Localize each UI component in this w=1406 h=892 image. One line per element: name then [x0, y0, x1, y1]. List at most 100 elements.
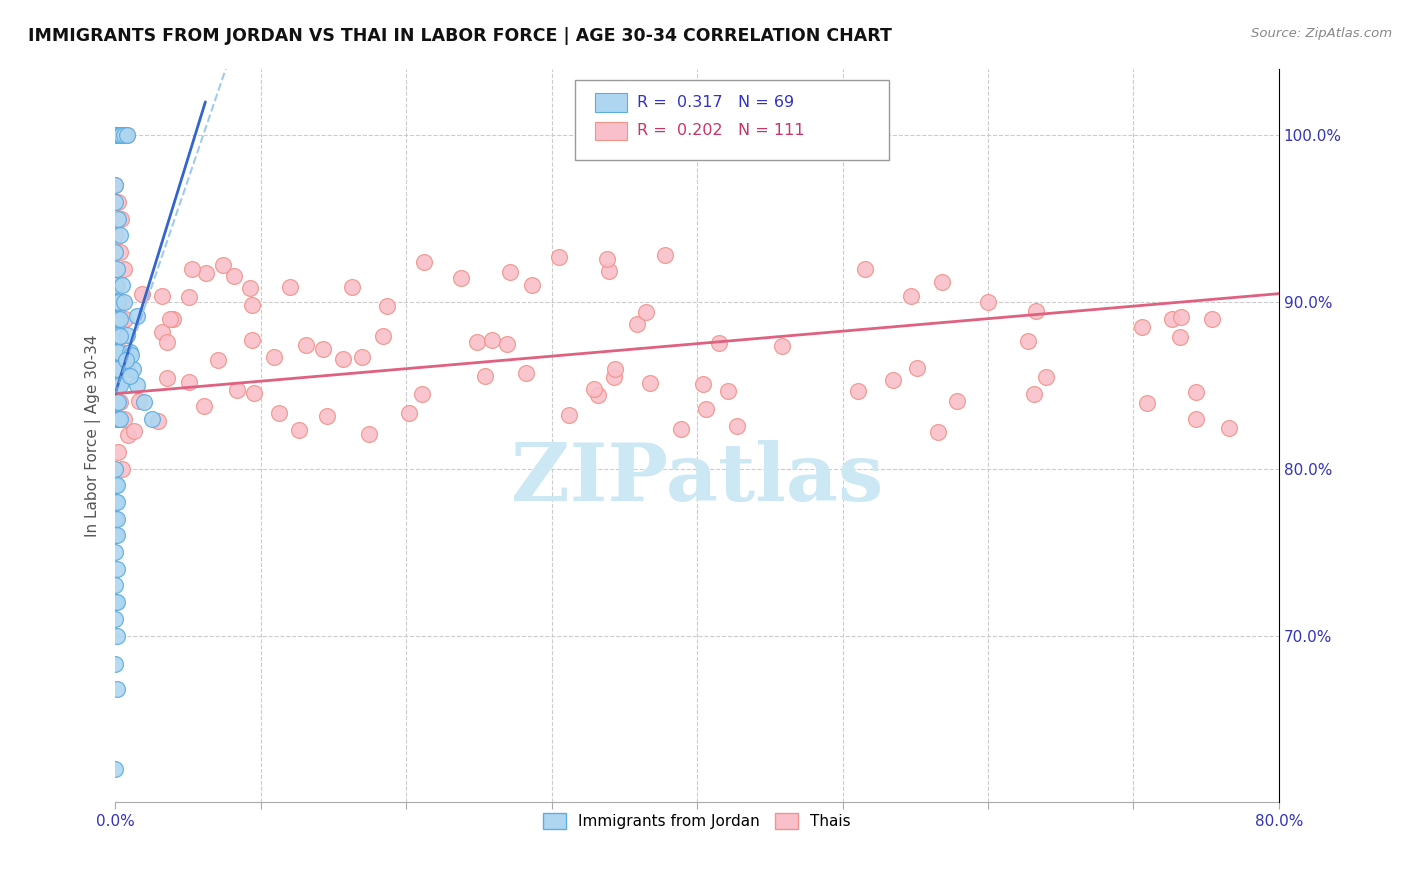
- Point: [104, 512, 127, 526]
- Point: [115, 361, 138, 376]
- Point: [1130, 320, 1153, 334]
- Point: [105, 361, 128, 376]
- Point: [105, 311, 128, 326]
- Legend: Immigrants from Jordan, Thais: Immigrants from Jordan, Thais: [537, 806, 858, 835]
- Point: [107, 295, 129, 310]
- Point: [240, 297, 263, 311]
- Point: [115, 328, 138, 343]
- Point: [112, 261, 135, 276]
- Point: [692, 377, 714, 392]
- Point: [104, 128, 127, 143]
- Point: [104, 128, 127, 143]
- Point: [707, 336, 730, 351]
- Point: [112, 411, 135, 425]
- Point: [413, 255, 436, 269]
- Point: [112, 128, 135, 143]
- Point: [239, 281, 262, 295]
- Point: [104, 361, 127, 376]
- Point: [224, 268, 246, 283]
- Point: [1185, 384, 1208, 399]
- Point: [312, 342, 335, 356]
- Point: [108, 411, 131, 425]
- Point: [515, 367, 537, 381]
- Point: [107, 211, 129, 226]
- Point: [725, 419, 748, 434]
- Point: [450, 270, 472, 285]
- Point: [107, 328, 129, 343]
- Point: [1218, 421, 1240, 435]
- Point: [110, 295, 132, 310]
- Point: [104, 345, 127, 359]
- Point: [557, 408, 579, 422]
- Point: [105, 328, 128, 343]
- Point: [855, 261, 877, 276]
- Point: [1025, 304, 1047, 318]
- Y-axis label: In Labor Force | Age 30-34: In Labor Force | Age 30-34: [86, 334, 101, 537]
- Point: [162, 311, 184, 326]
- Point: [104, 528, 127, 542]
- Point: [596, 252, 619, 266]
- Point: [122, 424, 145, 438]
- Point: [1170, 310, 1192, 324]
- Point: [105, 411, 128, 425]
- Point: [104, 178, 127, 193]
- Point: [104, 278, 127, 293]
- Point: [105, 628, 128, 642]
- Point: [104, 194, 127, 209]
- Point: [1017, 334, 1039, 349]
- Point: [105, 681, 128, 696]
- Point: [207, 353, 229, 368]
- Point: [104, 178, 127, 193]
- Point: [111, 345, 134, 359]
- Point: [121, 361, 143, 376]
- Point: [120, 348, 142, 362]
- Point: [104, 411, 127, 425]
- Point: [278, 280, 301, 294]
- Point: [1201, 312, 1223, 326]
- Point: [104, 545, 127, 559]
- Point: [931, 275, 953, 289]
- Point: [107, 128, 129, 143]
- Bar: [595, 122, 627, 140]
- Point: [522, 278, 544, 293]
- Text: IMMIGRANTS FROM JORDAN VS THAI IN LABOR FORCE | AGE 30-34 CORRELATION CHART: IMMIGRANTS FROM JORDAN VS THAI IN LABOR …: [28, 27, 891, 45]
- Point: [267, 407, 290, 421]
- Point: [105, 495, 128, 509]
- Point: [111, 461, 134, 475]
- Point: [104, 762, 127, 776]
- Point: [1022, 387, 1045, 401]
- Point: [125, 309, 148, 323]
- Point: [770, 338, 793, 352]
- Point: [159, 312, 181, 326]
- Point: [150, 326, 173, 340]
- Point: [582, 382, 605, 396]
- Point: [375, 300, 398, 314]
- Point: [398, 406, 420, 420]
- Point: [105, 528, 128, 542]
- Point: [225, 383, 247, 397]
- Point: [605, 361, 627, 376]
- Text: Source: ZipAtlas.com: Source: ZipAtlas.com: [1251, 27, 1392, 40]
- Point: [104, 612, 127, 626]
- Point: [108, 128, 131, 143]
- Point: [1161, 312, 1184, 326]
- Point: [105, 512, 128, 526]
- Point: [499, 265, 522, 279]
- Point: [114, 352, 136, 367]
- Point: [114, 311, 136, 326]
- Point: [128, 394, 150, 409]
- Point: [240, 333, 263, 347]
- Point: [654, 247, 676, 261]
- Point: [179, 376, 201, 390]
- Point: [108, 244, 131, 259]
- Point: [243, 386, 266, 401]
- Point: [107, 194, 129, 209]
- Point: [115, 128, 138, 143]
- Point: [350, 350, 373, 364]
- Bar: [595, 94, 627, 112]
- Point: [115, 128, 138, 143]
- Point: [107, 328, 129, 343]
- Point: [357, 427, 380, 442]
- Point: [105, 595, 128, 609]
- Point: [112, 295, 135, 310]
